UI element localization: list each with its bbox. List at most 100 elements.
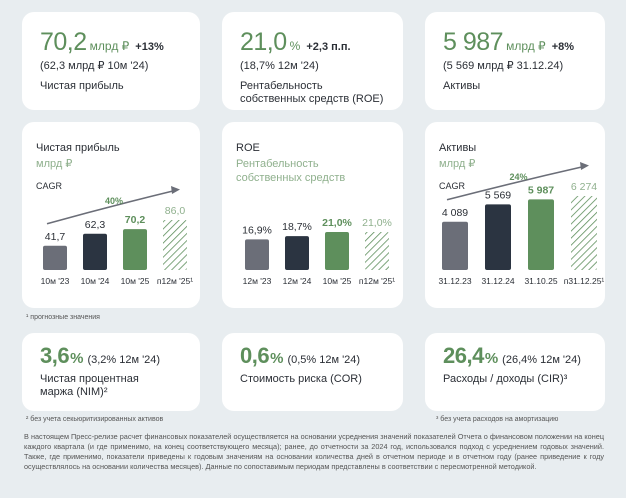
kpi-headline: 0,6% (0,5% 12м '24)	[240, 343, 360, 369]
value-label: 86,0	[165, 205, 186, 217]
kpi-card: 5 987 млрд ₽ +8% (5 569 млрд ₽ 31.12.24) Акт…	[425, 12, 605, 110]
value-label: 16,9%	[242, 224, 272, 236]
value-label: 6 274	[571, 181, 597, 193]
methodology-note: В настоящем Пресс-релизе расчет финансов…	[24, 432, 604, 471]
value-label: 5 987	[528, 184, 554, 196]
kpi-change: +2,3 п.п.	[306, 41, 351, 53]
kpi-change: +13%	[135, 41, 164, 53]
cagr-arrow	[46, 189, 178, 225]
footnote: ¹ прогнозные значения	[26, 314, 100, 321]
kpi-label: Расходы / доходы (CIR)³	[443, 373, 568, 385]
cagr-value: 40%	[105, 196, 123, 206]
chart-card: ROE Рентабельность собственных средств 16,…	[222, 122, 403, 308]
value-label: 18,7%	[282, 221, 312, 233]
x-tick-label: 31.12.23	[438, 276, 471, 286]
kpi-headline: 26,4% (26,4% 12м '24)	[443, 343, 581, 369]
chart-title: Активы	[439, 142, 477, 154]
bar	[83, 233, 107, 270]
bar	[528, 199, 554, 270]
kpi-unit: %	[70, 350, 84, 367]
cagr-value: 24%	[509, 172, 527, 182]
value-label: 21,0%	[322, 217, 352, 229]
kpi-value: 21,0	[240, 28, 287, 56]
x-tick-label: 10м '24	[81, 276, 110, 286]
kpi-comparison: (26,4% 12м '24)	[502, 354, 581, 366]
kpi-comparison: (3,2% 12м '24)	[87, 354, 161, 366]
kpi-value: 3,6	[40, 343, 70, 368]
x-tick-label: п31.12.25¹	[564, 276, 605, 286]
x-tick-label: п12м '25¹	[157, 276, 193, 286]
bar	[123, 229, 147, 270]
chart-title: ROE	[236, 142, 260, 154]
x-tick-label: 12м '24	[283, 276, 312, 286]
kpi-comparison: (62,3 млрд ₽ 10м '24)	[40, 60, 149, 72]
kpi-value: 0,6	[240, 343, 270, 368]
cagr-arrowhead	[171, 186, 180, 194]
bar	[245, 239, 269, 270]
chart-card: Активы млрд ₽ CAGR 4 089 31.12.23 5 569 31.12.…	[425, 122, 605, 308]
kpi-value: 70,2	[40, 28, 87, 56]
bar	[365, 232, 389, 270]
bar	[485, 204, 511, 270]
chart-card: Чистая прибыль млрд ₽ CAGR 41,7 10м '23 62,3 1…	[22, 122, 200, 308]
chart: CAGR 41,7 10м '23 62,3 10м '24 70,2 10м '25 86,…	[36, 181, 193, 286]
value-label: 41,7	[45, 231, 66, 243]
kpi-headline: 3,6% (3,2% 12м '24)	[40, 343, 160, 369]
kpi-headline: 70,2 млрд ₽ +13%	[40, 28, 164, 57]
x-tick-label: 31.10.25	[524, 276, 557, 286]
chart-subtitle: млрд ₽	[36, 158, 73, 170]
kpi-label: Рентабельность собственных средств (ROE)	[240, 80, 384, 105]
x-tick-label: 10м '25	[121, 276, 150, 286]
x-tick-label: 31.12.24	[481, 276, 514, 286]
x-tick-label: п12м '25¹	[359, 276, 395, 286]
kpi-comparison: (0,5% 12м '24)	[287, 354, 361, 366]
x-tick-label: 10м '25	[323, 276, 352, 286]
kpi-unit: млрд ₽	[506, 39, 546, 53]
bar	[442, 221, 468, 270]
kpi-label: Активы	[443, 80, 481, 92]
x-tick-label: 10м '23	[41, 276, 70, 286]
kpi-value: 5 987	[443, 28, 504, 56]
kpi-comparison: (18,7% 12м '24)	[240, 60, 319, 72]
cagr-arrowhead	[580, 162, 589, 170]
cagr-label: CAGR	[439, 181, 466, 191]
kpi-card: 3,6% (3,2% 12м '24) Чистая процентная марж…	[22, 333, 200, 411]
value-label: 70,2	[125, 214, 146, 226]
value-label: 21,0%	[362, 217, 392, 229]
bar	[571, 196, 597, 270]
kpi-card: 21,0% +2,3 п.п. (18,7% 12м '24) Рентабельно…	[222, 12, 403, 110]
kpi-comparison: (5 569 млрд ₽ 31.12.24)	[443, 60, 564, 72]
chart: CAGR 4 089 31.12.23 5 569 31.12.24 5 987 31.10…	[438, 162, 605, 286]
chart-subtitle: Рентабельность собственных средств	[236, 158, 346, 184]
bar	[325, 232, 349, 270]
chart-subtitle: млрд ₽	[439, 158, 476, 170]
kpi-card: 0,6% (0,5% 12м '24) Стоимость риска (COR)	[222, 333, 403, 411]
x-tick-label: 12м '23	[243, 276, 272, 286]
kpi-change: +8%	[551, 41, 575, 53]
chart: 16,9% 12м '23 18,7% 12м '24 21,0% 10м '25 21,0…	[242, 217, 395, 286]
kpi-label: Чистая прибыль	[40, 80, 124, 92]
kpi-label: Стоимость риска (COR)	[240, 373, 362, 385]
kpi-unit: %	[270, 350, 284, 367]
footnote: ³ без учета расходов на амортизацию	[436, 416, 559, 423]
cagr-arrow	[446, 165, 587, 201]
cagr-label: CAGR	[36, 181, 63, 191]
kpi-card: 70,2 млрд ₽ +13% (62,3 млрд ₽ 10м '24) Чиста…	[22, 12, 200, 110]
kpi-headline: 5 987 млрд ₽ +8%	[443, 28, 574, 57]
footnote: ² без учета секьюритизированных активов	[26, 416, 164, 423]
kpi-unit: %	[289, 39, 301, 53]
kpi-value: 26,4	[443, 343, 484, 368]
kpi-card: 26,4% (26,4% 12м '24) Расходы / доходы (CI…	[425, 333, 605, 411]
bar	[43, 245, 67, 270]
bar	[163, 220, 187, 270]
kpi-unit: млрд ₽	[89, 39, 130, 53]
chart-title: Чистая прибыль	[36, 142, 120, 154]
value-label: 5 569	[485, 189, 511, 201]
value-label: 4 089	[442, 207, 468, 219]
bar	[285, 236, 309, 270]
kpi-label: Чистая процентная маржа (NIM)²	[40, 373, 139, 398]
kpi-headline: 21,0% +2,3 п.п.	[240, 28, 351, 57]
value-label: 62,3	[85, 219, 106, 231]
kpi-unit: %	[484, 350, 499, 367]
